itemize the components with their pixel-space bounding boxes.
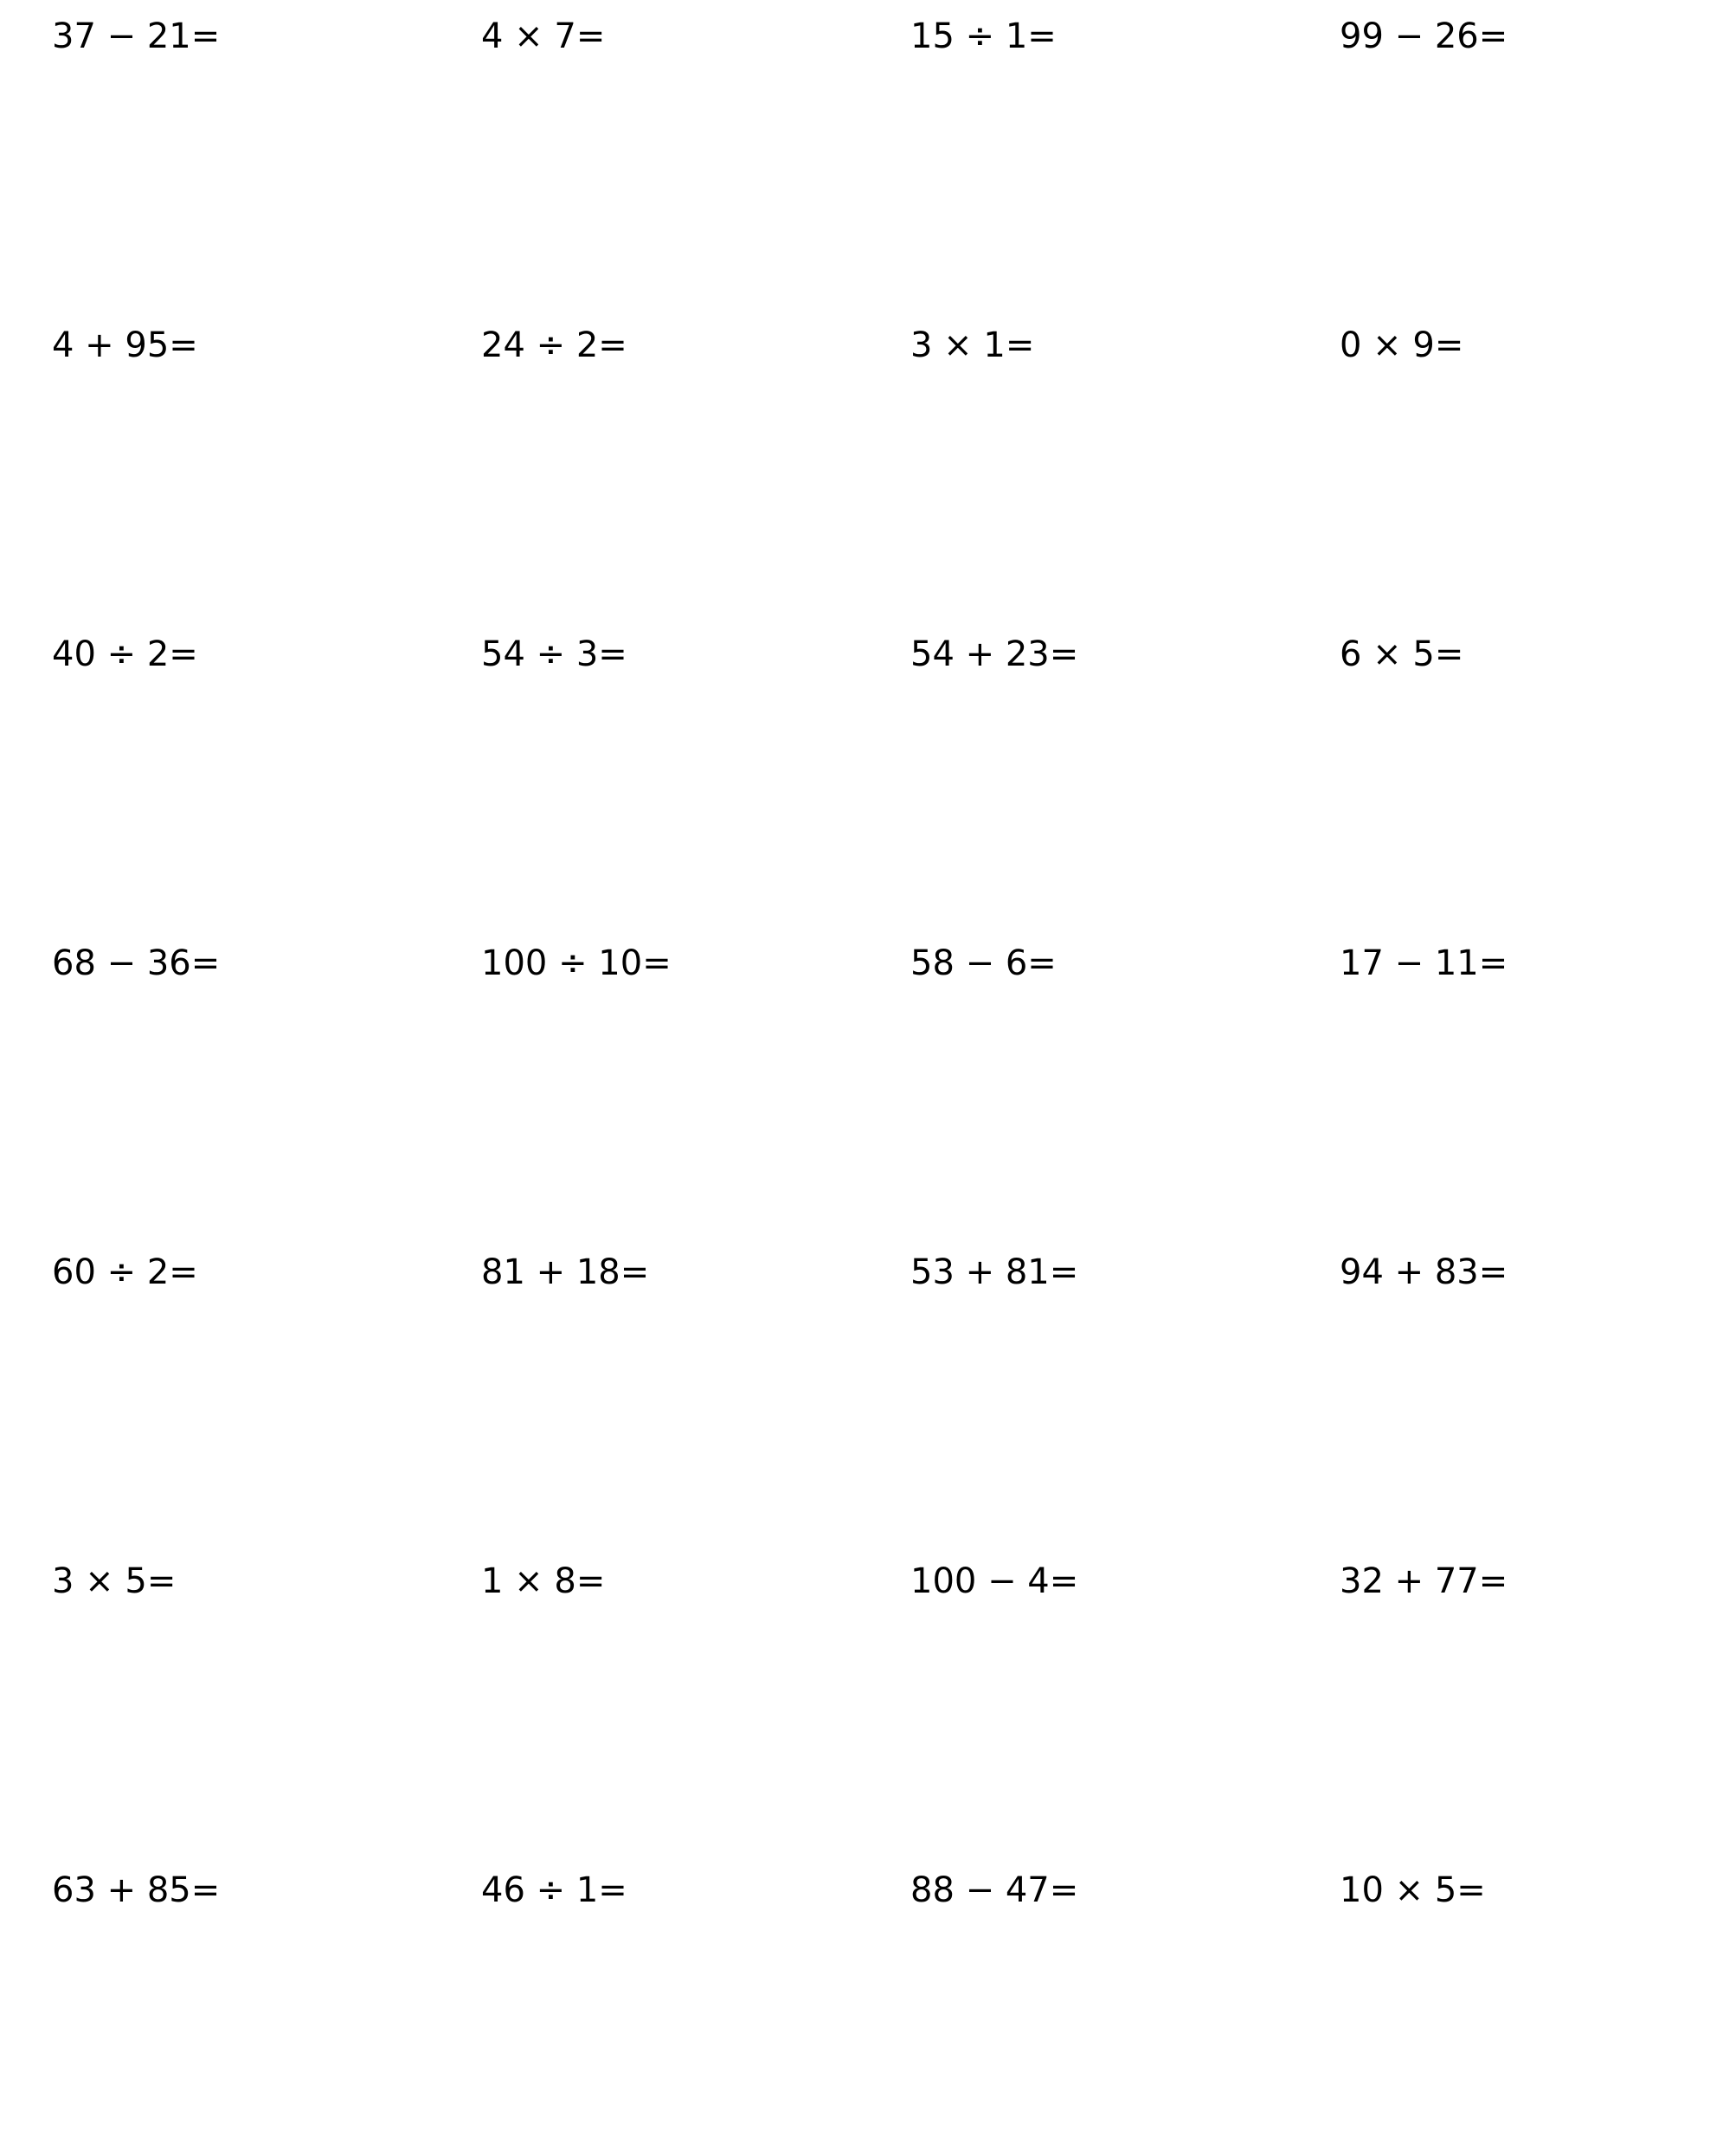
problem: 81 + 18= — [481, 1252, 650, 1292]
problem: 0 × 9= — [1340, 325, 1464, 365]
problem: 63 + 85= — [52, 1870, 221, 1910]
problem: 60 ÷ 2= — [52, 1252, 198, 1292]
problem: 88 − 47= — [910, 1870, 1079, 1910]
problem: 4 × 7= — [481, 16, 606, 56]
problem: 100 ÷ 10= — [481, 943, 672, 983]
problem: 10 × 5= — [1340, 1870, 1486, 1910]
problem: 24 ÷ 2= — [481, 325, 627, 365]
problem: 3 × 5= — [52, 1561, 177, 1601]
problem: 37 − 21= — [52, 16, 221, 56]
problem: 4 + 95= — [52, 325, 198, 365]
problem: 32 + 77= — [1340, 1561, 1508, 1601]
problem: 68 − 36= — [52, 943, 221, 983]
problem: 1 × 8= — [481, 1561, 606, 1601]
problem: 3 × 1= — [910, 325, 1035, 365]
problem: 54 ÷ 3= — [481, 634, 627, 674]
problem: 46 ÷ 1= — [481, 1870, 627, 1910]
problem: 6 × 5= — [1340, 634, 1464, 674]
problem: 15 ÷ 1= — [910, 16, 1057, 56]
problem: 17 − 11= — [1340, 943, 1508, 983]
problem: 94 + 83= — [1340, 1252, 1508, 1292]
problem: 54 + 23= — [910, 634, 1079, 674]
problem: 40 ÷ 2= — [52, 634, 198, 674]
problem: 58 − 6= — [910, 943, 1057, 983]
problem: 53 + 81= — [910, 1252, 1079, 1292]
problem: 100 − 4= — [910, 1561, 1079, 1601]
problem: 99 − 26= — [1340, 16, 1508, 56]
